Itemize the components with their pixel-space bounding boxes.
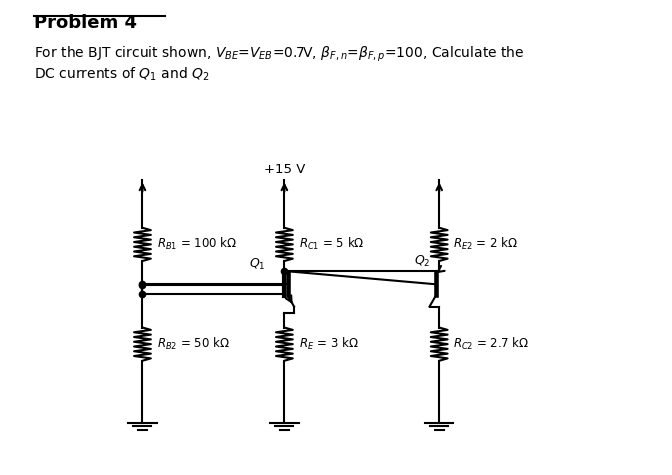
Text: $Q_2$: $Q_2$	[415, 254, 431, 269]
Text: DC currents of $Q_1$ and $Q_2$: DC currents of $Q_1$ and $Q_2$	[34, 66, 209, 83]
Text: $R_{B1}$ = 100 k$\Omega$: $R_{B1}$ = 100 k$\Omega$	[157, 237, 237, 252]
Text: $Q_1$: $Q_1$	[249, 256, 265, 272]
Text: Problem 4: Problem 4	[34, 14, 136, 32]
Text: $R_{B2}$ = 50 k$\Omega$: $R_{B2}$ = 50 k$\Omega$	[157, 336, 229, 352]
Text: $R_E$ = 3 k$\Omega$: $R_E$ = 3 k$\Omega$	[298, 336, 358, 352]
Text: +15 V: +15 V	[263, 162, 305, 176]
Text: $R_{C1}$ = 5 k$\Omega$: $R_{C1}$ = 5 k$\Omega$	[298, 237, 364, 252]
Text: $R_{C2}$ = 2.7 k$\Omega$: $R_{C2}$ = 2.7 k$\Omega$	[454, 336, 529, 352]
Text: $R_{E2}$ = 2 k$\Omega$: $R_{E2}$ = 2 k$\Omega$	[454, 237, 518, 252]
Text: For the BJT circuit shown, $V_{BE}$=$V_{EB}$=0.7V, $\beta_{F,n}$=$\beta_{F,p}$=1: For the BJT circuit shown, $V_{BE}$=$V_{…	[34, 45, 524, 65]
